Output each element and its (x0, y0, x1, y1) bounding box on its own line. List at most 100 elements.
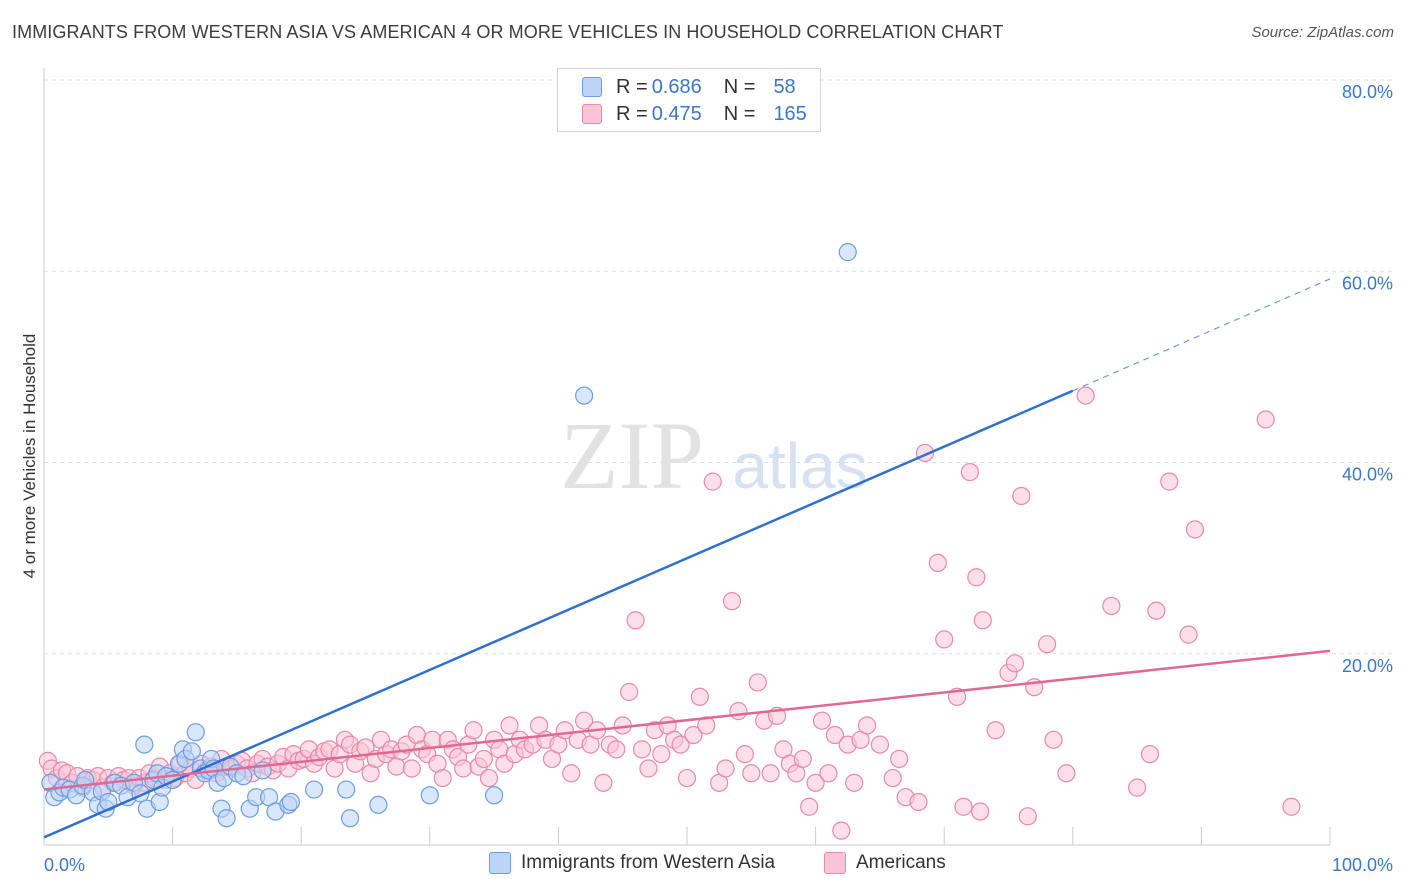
data-point (281, 792, 301, 812)
trend-line (43, 649, 1331, 791)
data-point (960, 462, 980, 482)
data-point (935, 630, 954, 649)
data-point (1179, 625, 1198, 644)
data-point (742, 764, 761, 783)
data-point (832, 821, 851, 840)
trend-lines (43, 278, 1331, 839)
data-point (1076, 386, 1095, 405)
data-point (575, 386, 594, 405)
data-point (479, 768, 499, 788)
tick-labels: 20.0% 40.0% 60.0% 80.0% 0.0% 100.0% (44, 82, 1393, 875)
data-point (845, 773, 864, 792)
data-point (684, 725, 703, 745)
data-point (182, 742, 201, 761)
legend-item-western-asia: Immigrants from Western Asia (489, 852, 775, 874)
legend-n-value: 58 (773, 75, 796, 98)
data-point (186, 723, 205, 742)
data-point (722, 592, 742, 611)
data-point (971, 802, 990, 821)
data-point (1018, 807, 1037, 826)
legend-swatch-pink (582, 104, 602, 124)
data-point (423, 730, 442, 749)
data-point (135, 735, 154, 754)
grid-lines (44, 79, 1392, 655)
stats-legend: R = 0.686 N = 58 R = 0.475 N = 165 (557, 68, 821, 132)
data-point (337, 780, 356, 799)
data-point (954, 797, 973, 816)
legend-item-americans: Americans (824, 852, 946, 874)
data-point (485, 786, 504, 805)
data-point (304, 780, 324, 799)
data-point (1012, 486, 1031, 506)
data-point (639, 759, 658, 778)
legend-row-americans: R = 0.475 N = 165 (582, 101, 807, 127)
data-point (890, 749, 909, 769)
y-tick-label: 80.0% (1342, 82, 1393, 102)
data-point (387, 757, 406, 776)
data-point (883, 768, 902, 788)
watermark-zip: ZIP (560, 402, 704, 509)
data-point (793, 749, 812, 769)
trend-line-extension (1072, 278, 1331, 392)
trend-line (43, 389, 1074, 839)
data-point (838, 243, 857, 262)
data-point (562, 764, 581, 783)
legend-r-label: R = (616, 75, 648, 98)
data-point (340, 809, 360, 828)
legend-swatch-blue (489, 852, 511, 874)
data-point (1044, 730, 1063, 749)
legend-r-value: 0.686 (651, 75, 702, 98)
legend-n-label: N = (723, 75, 756, 98)
x-tick-label: 100.0% (1332, 855, 1393, 875)
x-tick-label: 0.0% (44, 855, 85, 875)
data-point (857, 716, 877, 735)
data-point (500, 716, 519, 735)
data-point (761, 764, 780, 783)
data-point (870, 735, 890, 754)
legend-label-americans: Americans (856, 852, 946, 873)
chart-title: IMMIGRANTS FROM WESTERN ASIA VS AMERICAN… (12, 22, 1004, 42)
data-point (626, 611, 645, 630)
y-tick-label: 40.0% (1342, 465, 1393, 485)
data-point (800, 797, 819, 816)
data-point (234, 767, 253, 786)
data-point (967, 568, 986, 587)
data-point (1140, 745, 1160, 764)
data-point (671, 735, 690, 754)
legend-label-western-asia: Immigrants from Western Asia (521, 852, 776, 873)
data-points (38, 243, 1301, 840)
data-point (632, 740, 652, 759)
data-point (1282, 797, 1301, 816)
data-point (433, 768, 452, 788)
data-point (474, 749, 493, 769)
y-tick-label: 20.0% (1342, 656, 1393, 676)
legend-r-value: 0.475 (651, 102, 702, 125)
data-point (1160, 472, 1179, 491)
watermark-atlas: atlas (732, 430, 867, 502)
data-point (1256, 410, 1275, 429)
legend-swatch-pink (824, 852, 846, 874)
data-point (1127, 778, 1147, 797)
data-point (928, 553, 947, 573)
y-tick-label: 60.0% (1342, 273, 1393, 293)
data-point (217, 809, 236, 828)
data-point (703, 472, 722, 491)
data-point (464, 721, 483, 740)
legend-row-western-asia: R = 0.686 N = 58 (582, 74, 796, 100)
data-point (729, 702, 748, 721)
y-axis-label: 4 or more Vehicles in Household (20, 333, 39, 579)
data-point (806, 773, 825, 792)
data-point (607, 740, 626, 759)
data-point (909, 792, 928, 812)
data-point (575, 711, 594, 730)
data-point (369, 795, 388, 814)
source-label: Source: ZipAtlas.com (1251, 24, 1394, 41)
data-point (1102, 596, 1121, 616)
legend-r-label: R = (616, 102, 648, 125)
data-point (420, 786, 439, 805)
axes (43, 68, 1331, 846)
data-point (986, 721, 1005, 740)
data-point (677, 768, 697, 788)
data-point (402, 759, 421, 778)
